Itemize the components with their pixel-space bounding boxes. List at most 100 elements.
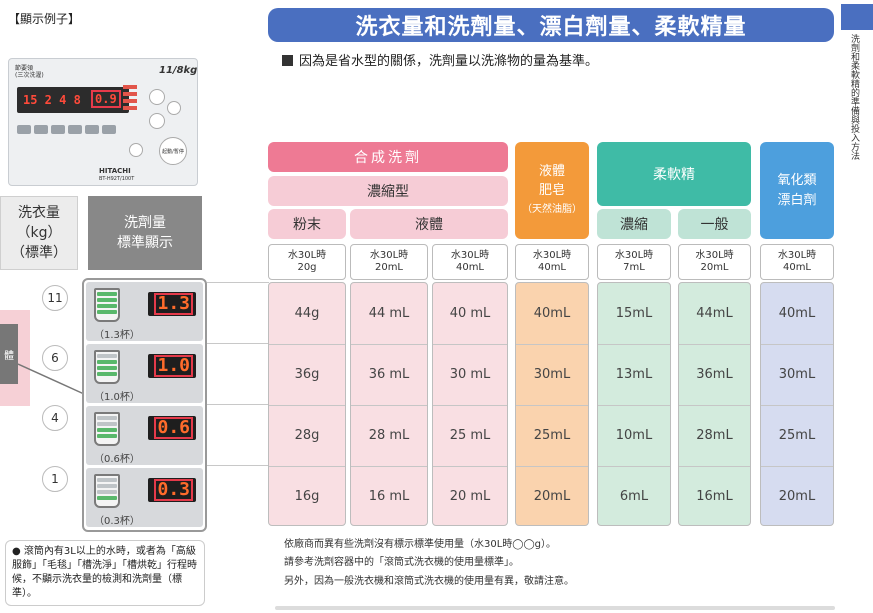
display-example-label: 【顯示例子】 [8, 12, 81, 26]
dosage-column: 15mL 13mL 10mL 6mL [597, 282, 671, 526]
dosage-column: 44mL 36mL 28mL 16mL [678, 282, 751, 526]
level-kg: 11 [42, 285, 68, 311]
side-tab-fragment: 體 [0, 324, 18, 384]
row-divider [761, 466, 833, 467]
display-row: 1.3 （1.3杯） [86, 282, 203, 341]
water-basis-label: 水30L時 20mL [678, 244, 751, 280]
cup-count: （0.3杯） [94, 516, 140, 527]
dosage-value: 30mL [778, 367, 816, 382]
seven-segment-display: 0.3 [148, 478, 196, 502]
water-basis-label: 水30L時 40mL [432, 244, 508, 280]
concentrated-type-header: 濃縮型 [268, 176, 508, 206]
powder-header: 粉末 [268, 209, 346, 239]
row-divider [351, 405, 427, 406]
page-title: 洗衣量和洗劑量、漂白劑量、柔軟精量 [268, 8, 834, 42]
side-tab [841, 4, 873, 30]
dosage-column: 40 mL 30 mL 25 mL 20 mL [432, 282, 508, 526]
dosage-value: 44 mL [368, 306, 410, 321]
cup-icon [94, 288, 120, 322]
bullet-icon: ● [12, 546, 21, 557]
row-divider [433, 405, 507, 406]
display-row: 0.6 （0.6杯） [86, 406, 203, 465]
row-divider [679, 405, 750, 406]
row-divider [207, 404, 269, 405]
square-bullet-icon [282, 55, 293, 66]
dosage-value: 20mL [778, 489, 816, 504]
seven-segment-display: 1.0 [148, 354, 196, 378]
row-divider [207, 343, 269, 344]
dosage-value: 10mL [615, 428, 653, 443]
panel-round-button [167, 101, 181, 115]
row-divider [516, 344, 588, 345]
panel-label-top-sub: (三次洗濯) [15, 72, 44, 79]
start-pause-button: 起動/暫停 [159, 137, 187, 165]
panel-indicator-lamps [123, 85, 141, 113]
dosage-value: 20 mL [449, 489, 491, 504]
water-basis-label: 水30L時 40mL [760, 244, 834, 280]
dosage-value: 6mL [619, 489, 649, 504]
dosage-value: 40 mL [449, 306, 491, 321]
row-divider [269, 466, 345, 467]
dosage-value: 25mL [533, 428, 571, 443]
panel-round-button [129, 143, 143, 157]
detergent-display-header: 洗劑量 標準顯示 [88, 196, 202, 270]
cup-icon [94, 412, 120, 446]
bleach-header: 氧化類 漂白劑 [760, 142, 834, 239]
panel-button-row [17, 125, 116, 134]
row-divider [433, 466, 507, 467]
dosage-value: 28mL [696, 428, 733, 443]
dosage-value: 25 mL [449, 428, 491, 443]
dosage-value: 44mL [696, 306, 733, 321]
footnote: 另外，因為一般洗衣機和滾筒式洗衣機的使用量有異，敬請注意。 [284, 576, 574, 587]
dosage-value: 36mL [696, 367, 733, 382]
dosage-value: 13mL [615, 367, 653, 382]
liquid-soap-header: 液體 肥皂 （天然油脂） [515, 142, 589, 239]
cup-icon [94, 474, 120, 508]
dosage-value: 30mL [533, 367, 571, 382]
panel-round-button [149, 113, 165, 129]
panel-label-top: 節要領 [15, 65, 34, 72]
dosage-value: 40mL [533, 306, 571, 321]
synthetic-detergent-header: 合成洗劑 [268, 142, 508, 172]
side-tab-text: 洗劑和柔軟精的準備與投入方法 [849, 34, 859, 160]
row-divider [351, 466, 427, 467]
dosage-value: 16 mL [368, 489, 410, 504]
row-divider [516, 466, 588, 467]
panel-capacity: 11/8kg [159, 65, 198, 76]
display-row: 1.0 （1.0杯） [86, 344, 203, 403]
detergent-display-frame: 1.3 （1.3杯） 1.0 （1.0杯） 0.6 （0.6杯） 0.3 （0.… [82, 278, 207, 532]
bottom-note: ● 滾筒內有3L以上的水時，或者為「高級服飾」「毛毯」「槽洗淨」「槽烘乾」行程時… [5, 540, 205, 606]
row-divider [269, 344, 345, 345]
intro-note: 因為是省水型的關係，洗劑量以洗滌物的量為基準。 [282, 50, 598, 69]
dosage-value: 28 mL [368, 428, 410, 443]
seven-segment-display: 1.3 [148, 292, 196, 316]
dosage-value: 16g [294, 489, 320, 504]
row-divider [207, 465, 269, 466]
row-divider [598, 405, 670, 406]
seven-segment-display: 0.6 [148, 416, 196, 440]
cup-count: （1.3杯） [94, 330, 140, 341]
dosage-value: 25mL [778, 428, 816, 443]
level-kg: 1 [42, 466, 68, 492]
panel-brand: HITACHI [99, 167, 131, 175]
row-divider [433, 344, 507, 345]
footnote: 依廠商而異有些洗劑沒有標示標準使用量（水30L時◯◯g）。 [284, 539, 557, 550]
laundry-amount-header: 洗衣量 （kg） （標準） [0, 196, 78, 270]
panel-lcd-digits: 15 2 4 8 [23, 93, 81, 107]
cup-count: （0.6杯） [94, 454, 140, 465]
row-divider [516, 405, 588, 406]
softener-regular-header: 一般 [678, 209, 751, 239]
water-basis-label: 水30L時 7mL [597, 244, 671, 280]
dosage-value: 15mL [615, 306, 653, 321]
row-divider [269, 405, 345, 406]
water-basis-label: 水30L時 20g [268, 244, 346, 280]
bottom-divider [275, 606, 835, 610]
dosage-value: 36g [294, 367, 320, 382]
control-panel: 節要領 (三次洗濯) 11/8kg 15 2 4 8 0.9 起動/暫停 HIT… [8, 58, 198, 186]
dosage-column: 40mL 30mL 25mL 20mL [760, 282, 834, 526]
cup-count: （1.0杯） [94, 392, 140, 403]
dosage-column: 40mL 30mL 25mL 20mL [515, 282, 589, 526]
row-divider [598, 466, 670, 467]
dosage-value: 16mL [696, 489, 733, 504]
water-basis-label: 水30L時 20mL [350, 244, 428, 280]
